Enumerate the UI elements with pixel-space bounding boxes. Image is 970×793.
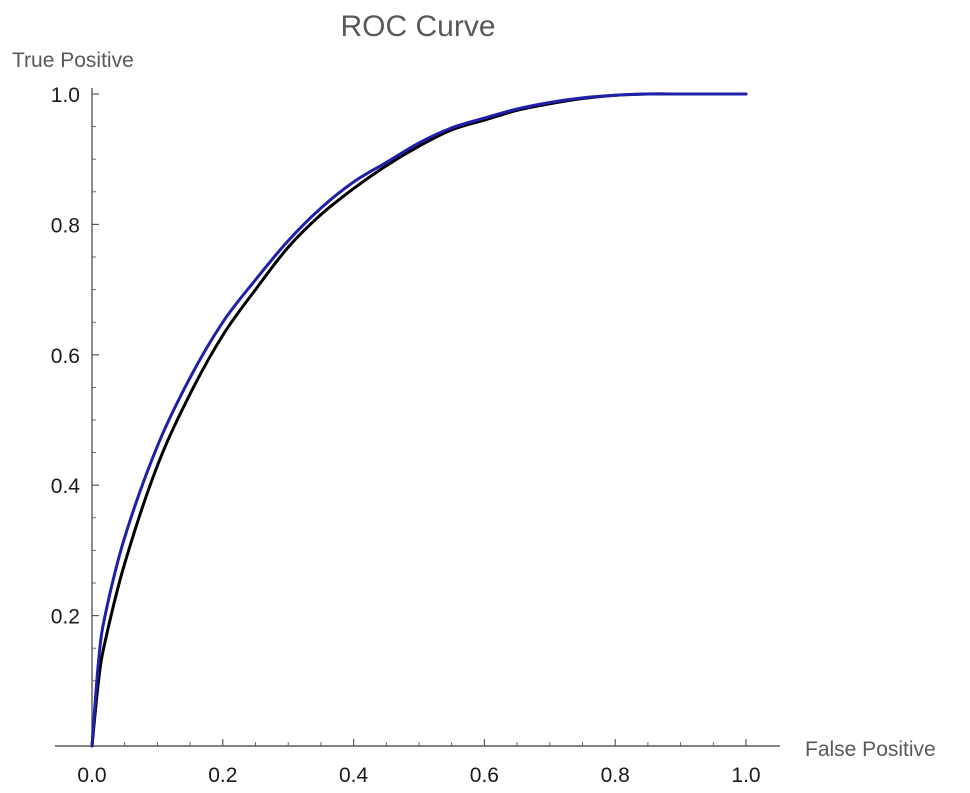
series-layer — [90, 92, 748, 748]
y-tick-label: 0.2 — [51, 606, 80, 629]
y-axis-label: True Positive — [12, 49, 134, 72]
x-tick-label: 0.2 — [208, 764, 237, 787]
y-tick-labels: 0.2 0.4 0.6 0.8 1.0 — [51, 84, 81, 629]
x-tick-label: 1.0 — [731, 764, 760, 787]
series-line-1 — [90, 92, 748, 748]
y-tick-label: 1.0 — [51, 84, 80, 107]
x-tick-label: 0.4 — [339, 764, 369, 787]
series-line-2 — [90, 92, 748, 748]
y-tick-label: 0.4 — [51, 475, 81, 498]
x-tick-label: 0.8 — [601, 764, 630, 787]
x-axis-label: False Positive — [805, 738, 936, 761]
y-tick-label: 0.6 — [51, 345, 80, 368]
x-tick-label: 0.0 — [77, 764, 106, 787]
x-tick-labels: 0.0 0.2 0.4 0.6 0.8 1.0 — [77, 764, 760, 787]
y-tick-label: 0.8 — [51, 214, 80, 237]
x-tick-label: 0.6 — [470, 764, 499, 787]
tick-marks — [91, 93, 747, 746]
chart-title: ROC Curve — [340, 10, 495, 43]
